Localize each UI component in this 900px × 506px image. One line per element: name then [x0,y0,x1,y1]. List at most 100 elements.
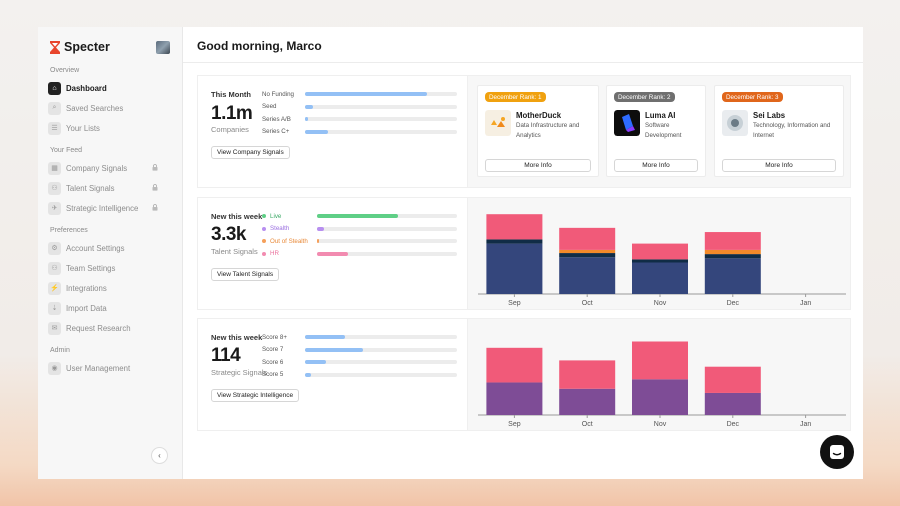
breakdown-track [317,214,457,218]
bar-segment-nov-0[interactable] [632,379,688,415]
sidebar-item-saved-searches[interactable]: ⌕ Saved Searches [48,98,172,118]
rank-card-sei-labs: December Rank: 3 Sei Labs Technology, In… [714,85,844,177]
bar-segment-oct-0[interactable] [559,257,616,294]
bar-segment-sep-0[interactable] [486,243,543,294]
breakdown-row-series-c: Series C+ [262,128,457,136]
bar-segment-oct-3[interactable] [559,227,616,250]
sidebar-item-label: Team Settings [66,263,116,273]
sidebar-item-integrations[interactable]: ⚡ Integrations [48,278,172,298]
main-content: Good morning, Marco This Month 1.1m Comp… [183,27,863,479]
gear-icon: ⚙ [48,241,61,255]
nav-section-overview: Overview [50,67,80,74]
company-name[interactable]: Sei Labs [753,111,786,120]
breakdown-track [317,251,457,256]
bar-segment-nov-1[interactable] [632,341,688,380]
breakdown-bar [317,239,320,243]
sidebar-item-strategic-intelligence[interactable]: ✈ Strategic Intelligence [48,198,172,218]
sidebar-item-company-signals[interactable]: ▦ Company Signals [48,158,172,178]
view-company-signals-button[interactable]: View Company Signals [211,146,290,159]
bar-segment-sep-0[interactable] [486,382,543,415]
breakdown-row-score-7: Score 7 [262,346,457,354]
breakdown-track [305,372,457,377]
legend-dot [262,214,266,218]
breakdown-bar [305,92,427,96]
strategic-count-label: Strategic Signals [211,368,268,377]
bar-segment-oct-1[interactable] [559,253,616,258]
company-name[interactable]: MotherDuck [516,111,562,120]
breakdown-label: Score 7 [262,346,284,353]
sidebar-item-user-management[interactable]: ◉ User Management [48,358,172,378]
view-strategic-intelligence-button[interactable]: View Strategic Intelligence [211,389,300,402]
company-industry: Software Development [645,122,682,139]
x-tick-label: Oct [582,421,593,428]
rank-badge: December Rank: 2 [614,92,675,102]
bar-segment-dec-0[interactable] [704,258,761,294]
sei-logo-icon [722,110,748,136]
breakdown-track [305,104,457,109]
list-icon: ☰ [48,121,61,135]
breakdown-track [305,129,457,134]
breakdown-track [305,347,457,352]
breakdown-row-series-a-b: Series A/B [262,115,457,123]
sidebar-item-label: Account Settings [66,243,125,253]
bar-segment-oct-1[interactable] [559,360,616,389]
rank-card-luma-ai: December Rank: 2 Luma AI Software Develo… [606,85,706,177]
sidebar-item-your-lists[interactable]: ☰ Your Lists [48,118,172,138]
plug-icon: ⚡ [48,281,61,295]
page-title: Good morning, Marco [197,39,322,53]
brand[interactable]: Specter [48,27,172,67]
december-rankings: December Rank: 1 MotherDuck Data Infrast… [468,76,850,187]
bar-segment-dec-3[interactable] [704,232,761,250]
strategic-summary: New this week 114 Strategic Signals View… [198,319,468,430]
avatar[interactable] [156,41,170,54]
company-name[interactable]: Luma AI [645,111,676,120]
sidebar-item-request-research[interactable]: ✉ Request Research [48,318,172,338]
bar-segment-dec-1[interactable] [704,366,761,393]
x-tick-label: Jan [800,421,811,428]
bar-segment-dec-2[interactable] [704,249,761,255]
import-icon: ⇣ [48,301,61,315]
bar-segment-nov-0[interactable] [632,262,688,295]
title-divider [183,62,863,63]
bar-segment-nov-3[interactable] [632,243,688,260]
bar-segment-oct-0[interactable] [559,388,616,415]
building-icon: ▦ [48,161,61,175]
breakdown-track [317,226,457,231]
breakdown-label: Series A/B [262,115,291,123]
rank-badge: December Rank: 3 [722,92,783,102]
breakdown-bar [317,226,324,231]
luma-logo-icon [614,110,640,136]
talent-signals-card: New this week 3.3k Talent Signals View T… [197,197,851,310]
breakdown-label: Seed [262,103,277,110]
breakdown-bar [305,117,309,121]
talent-signals-bar-chart: Sep Oct Nov Dec Jan [478,214,846,307]
talent-count: 3.3k [211,224,246,245]
sidebar-item-team-settings[interactable]: ⚇ Team Settings [48,258,172,278]
more-info-button[interactable]: More Info [614,159,698,172]
bar-segment-sep-1[interactable] [486,239,543,244]
company-summary: This Month 1.1m Companies View Company S… [198,76,468,187]
bar-segment-dec-1[interactable] [704,254,761,259]
more-info-button[interactable]: More Info [485,159,591,172]
breakdown-row-score-6: Score 6 [262,358,457,366]
bar-segment-nov-1[interactable] [632,259,688,263]
collapse-sidebar-button[interactable]: ‹ [151,447,168,464]
sidebar-item-account-settings[interactable]: ⚙ Account Settings [48,238,172,258]
talent-summary: New this week 3.3k Talent Signals View T… [198,198,468,309]
nav-section-preferences: Preferences [50,227,88,234]
bar-segment-sep-1[interactable] [486,347,543,383]
sidebar-item-talent-signals[interactable]: ⚇ Talent Signals [48,178,172,198]
company-industry: Technology, Information and Internet [753,122,831,139]
breakdown-row-stealth: Stealth [262,225,457,233]
breakdown-track [317,239,457,243]
bar-segment-oct-2[interactable] [559,249,616,254]
breakdown-row-score-5: Score 5 [262,371,457,379]
breakdown-row-seed: Seed [262,103,457,111]
sidebar-item-dashboard[interactable]: ⌂ Dashboard [48,78,172,98]
bar-segment-sep-3[interactable] [486,214,543,240]
bar-segment-dec-0[interactable] [704,392,761,415]
more-info-button[interactable]: More Info [722,159,836,172]
view-talent-signals-button[interactable]: View Talent Signals [211,268,280,281]
sidebar-item-import-data[interactable]: ⇣ Import Data [48,298,172,318]
chat-launcher-button[interactable] [820,435,854,469]
